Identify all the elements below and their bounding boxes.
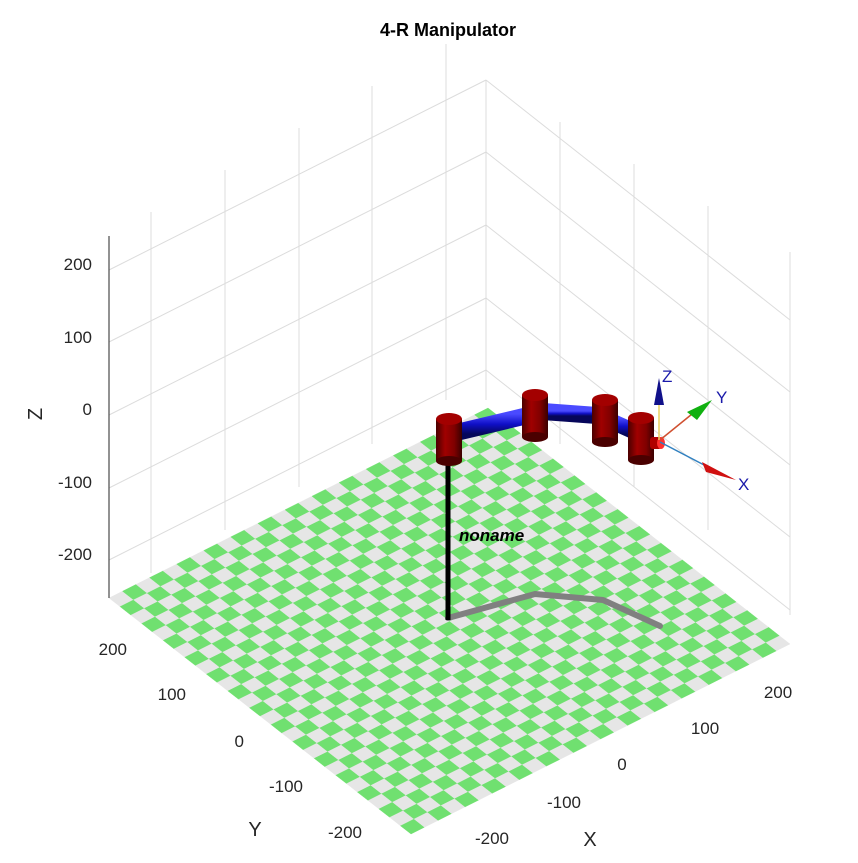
joint-2 <box>522 389 548 442</box>
frame-x-arrow-icon <box>702 462 736 480</box>
link-1 <box>441 405 543 443</box>
grid-lines <box>108 44 791 615</box>
y-tick-label: 200 <box>99 640 127 659</box>
frame-x-label: X <box>738 475 749 494</box>
z-tick-label: -200 <box>58 545 92 564</box>
y-tick-label: -100 <box>269 777 303 796</box>
robot-shadow <box>445 591 663 629</box>
z-axis: 200 100 0 -100 -200 Z <box>25 255 92 564</box>
z-tick-label: 0 <box>83 400 92 419</box>
joint-1 <box>436 413 462 466</box>
frame-z-arrow-icon <box>654 378 664 405</box>
joint-3 <box>592 394 618 447</box>
y-tick-label: 100 <box>158 685 186 704</box>
y-tick-label: 0 <box>235 732 244 751</box>
x-axis-label: X <box>583 829 596 851</box>
y-axis: 200 100 0 -100 -200 Y <box>99 640 362 842</box>
x-tick-label: 200 <box>764 683 792 702</box>
y-axis-label: Y <box>248 819 261 841</box>
x-tick-label: 100 <box>691 719 719 738</box>
figure-title: 4-R Manipulator <box>380 20 516 40</box>
frame-z-label: Z <box>662 367 672 386</box>
z-tick-label: -100 <box>58 473 92 492</box>
tool-frame: Z Y X <box>654 367 749 494</box>
joint-4 <box>628 412 654 465</box>
z-tick-label: 200 <box>64 255 92 274</box>
x-axis: -200 -100 0 100 200 X <box>475 683 792 851</box>
robot-joints <box>436 389 665 466</box>
x-tick-label: -200 <box>475 829 509 848</box>
z-tick-label: 100 <box>64 328 92 347</box>
x-tick-label: -100 <box>547 793 581 812</box>
z-axis-label: Z <box>25 408 47 420</box>
frame-y-arrow-icon <box>687 400 712 420</box>
x-tick-label: 0 <box>617 755 626 774</box>
robot-name-label: noname <box>459 526 524 545</box>
y-tick-label: -200 <box>328 823 362 842</box>
frame-y-label: Y <box>716 388 727 407</box>
checkerboard-floor <box>108 407 791 835</box>
